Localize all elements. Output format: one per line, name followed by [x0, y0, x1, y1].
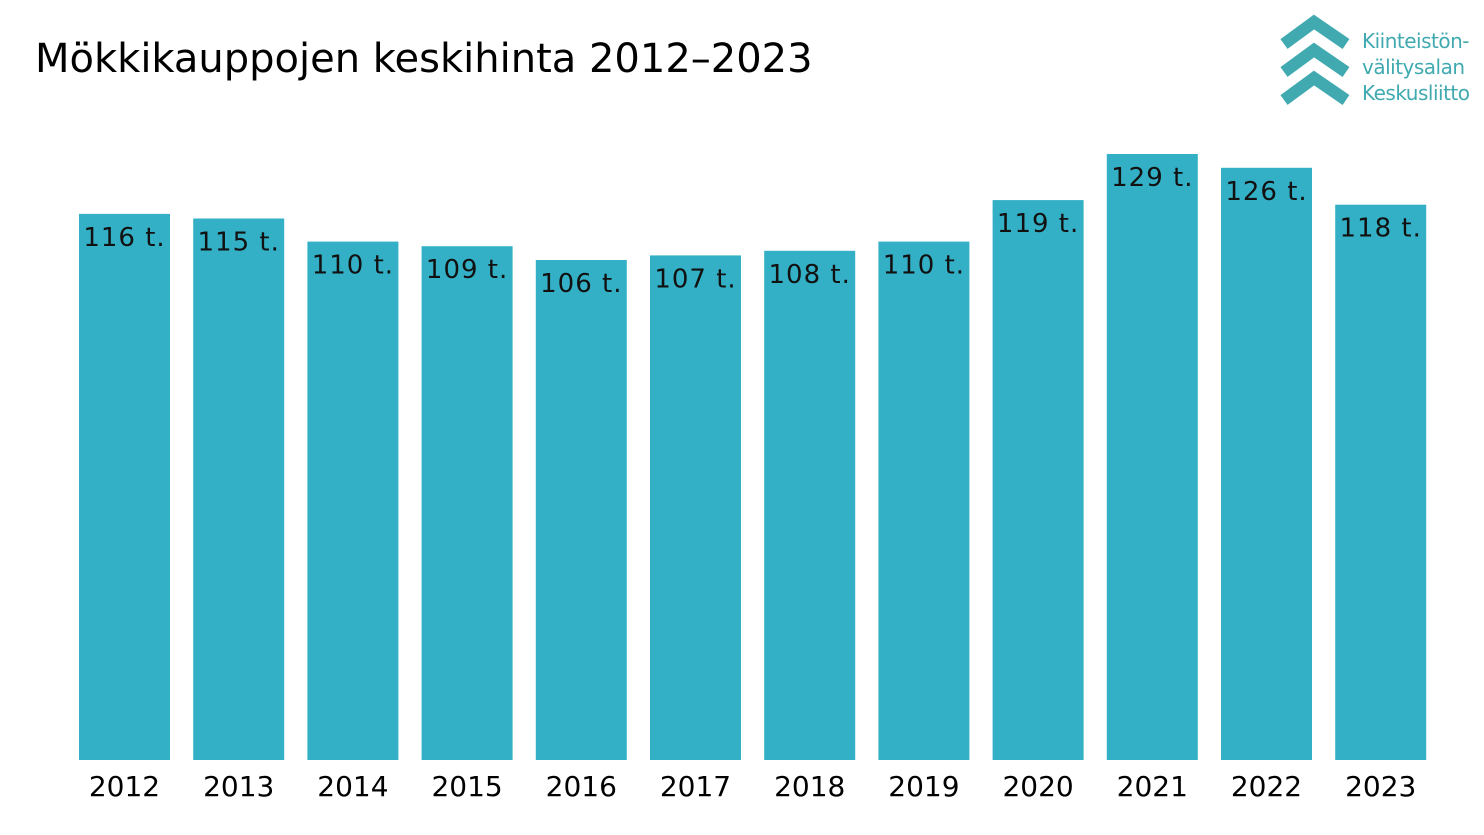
data-label-2021: 129 t. — [1111, 163, 1193, 193]
x-tick-label-2017: 2017 — [660, 770, 731, 803]
data-label-2015: 109 t. — [426, 255, 508, 285]
bar-2019 — [878, 241, 970, 761]
x-tick-label-2021: 2021 — [1117, 770, 1188, 803]
x-tick-label-2016: 2016 — [546, 770, 617, 803]
bar-2023 — [1335, 204, 1427, 760]
x-tick-label-2013: 2013 — [203, 770, 274, 803]
bar-2015 — [421, 246, 513, 760]
bar-2018 — [764, 250, 856, 761]
bar-2021 — [1106, 154, 1198, 760]
page-title: Mökkikauppojen keskihinta 2012–2023 — [35, 36, 813, 82]
data-labels-group: 116 t. 115 t. 110 t. 109 t. 106 t. 107 t. 108 … — [83, 163, 1422, 299]
x-tick-label-2019: 2019 — [888, 770, 959, 803]
data-label-2022: 126 t. — [1225, 177, 1307, 207]
x-tick-label-2023: 2023 — [1345, 770, 1416, 803]
bars-group — [79, 154, 1427, 761]
bar-2017 — [650, 255, 741, 760]
chevron-stack-logo-icon — [1280, 14, 1350, 105]
x-tick-label-2015: 2015 — [431, 770, 502, 803]
data-label-2023: 118 t. — [1340, 214, 1422, 244]
bar-2020 — [992, 200, 1084, 761]
x-tick-label-2022: 2022 — [1231, 770, 1302, 803]
x-tick-label-2012: 2012 — [89, 770, 160, 803]
data-label-2020: 119 t. — [997, 209, 1079, 239]
data-label-2012: 116 t. — [83, 223, 165, 253]
data-label-2016: 106 t. — [540, 269, 622, 299]
x-tick-labels-group: 2012 2013 2014 2015 2016 2017 2018 2019 2020 2021… — [89, 770, 1416, 803]
data-label-2013: 115 t. — [198, 228, 280, 258]
bar-2016 — [535, 260, 627, 760]
bar-2014 — [307, 241, 399, 761]
bar-2022 — [1221, 167, 1312, 761]
logo-text: Kiinteistön- välitysalan Keskusliitto — [1362, 28, 1470, 106]
data-label-2014: 110 t. — [312, 251, 394, 281]
x-tick-label-2014: 2014 — [317, 770, 388, 803]
data-label-2019: 110 t. — [883, 251, 965, 281]
x-tick-label-2018: 2018 — [774, 770, 845, 803]
logo-text-line2: välitysalan — [1362, 55, 1465, 79]
data-label-2018: 108 t. — [769, 260, 851, 290]
logo-text-line1: Kiinteistön- — [1362, 29, 1469, 53]
x-tick-label-2020: 2020 — [1002, 770, 1073, 803]
data-label-2017: 107 t. — [654, 264, 736, 294]
logo-text-line3: Keskusliitto — [1362, 81, 1470, 105]
logo: Kiinteistön- välitysalan Keskusliitto — [1280, 14, 1480, 106]
bar-2012 — [79, 213, 170, 760]
bar-2013 — [193, 218, 285, 760]
